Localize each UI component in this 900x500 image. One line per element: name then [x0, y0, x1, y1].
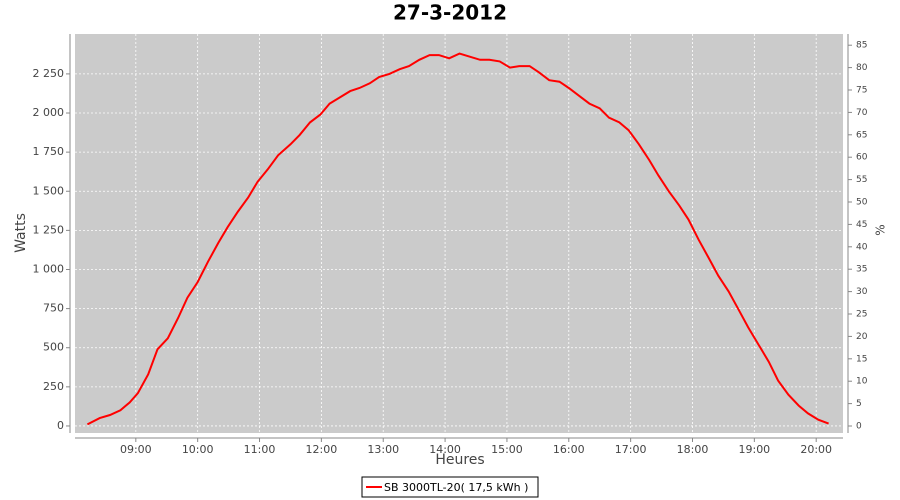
- y2-tick-label: 35: [856, 265, 867, 275]
- x-tick-label: 15:00: [491, 443, 523, 456]
- y-tick-label: 1 000: [33, 262, 65, 275]
- y-tick-label: 1 250: [33, 223, 65, 236]
- y2-tick-label: 65: [856, 130, 867, 140]
- x-tick-label: 19:00: [738, 443, 770, 456]
- x-tick-label: 12:00: [306, 443, 338, 456]
- x-tick-label: 16:00: [553, 443, 585, 456]
- x-tick-label: 14:00: [429, 443, 461, 456]
- y2-tick-label: 25: [856, 310, 867, 320]
- x-tick-label: 09:00: [120, 443, 152, 456]
- y2-tick-label: 40: [856, 242, 868, 252]
- y2-tick-label: 20: [856, 332, 868, 342]
- y2-tick-label: 75: [856, 86, 867, 96]
- y2-tick-label: 85: [856, 41, 867, 51]
- legend-label: SB 3000TL-20( 17,5 kWh ): [384, 481, 528, 494]
- plot-area: [75, 34, 843, 433]
- x-tick-label: 11:00: [244, 443, 276, 456]
- series-line: [86, 52, 829, 426]
- y2-tick-label: 70: [856, 108, 868, 118]
- x-tick-label: 17:00: [615, 443, 647, 456]
- y2-axis-label: %: [874, 224, 888, 235]
- x-tick-label: 10:00: [182, 443, 214, 456]
- y-tick-label: 2 000: [33, 106, 65, 119]
- y2-tick-label: 50: [856, 198, 868, 208]
- y2-tick-label: 0: [856, 422, 862, 432]
- y2-tick-label: 80: [856, 63, 868, 73]
- y2-tick-label: 5: [856, 399, 862, 409]
- y2-tick-label: 45: [856, 220, 867, 230]
- x-tick-label: 20:00: [800, 443, 832, 456]
- x-tick-label: 18:00: [677, 443, 709, 456]
- y2-tick-label: 10: [856, 377, 868, 387]
- y-tick-label: 750: [43, 302, 64, 315]
- y-tick-label: 250: [43, 380, 64, 393]
- chart-title: 27-3-2012: [393, 1, 507, 25]
- legend: [361, 476, 539, 498]
- y2-tick-label: 55: [856, 175, 867, 185]
- y-tick-label: 2 250: [33, 67, 65, 80]
- y-tick-label: 1 500: [33, 184, 65, 197]
- y-tick-label: 1 750: [33, 145, 65, 158]
- y-axis-label: Watts: [13, 213, 29, 253]
- y-tick-label: 0: [57, 419, 64, 432]
- y2-tick-label: 60: [856, 153, 868, 163]
- x-axis-label: Heures: [435, 452, 484, 468]
- y-tick-label: 500: [43, 341, 64, 354]
- y2-tick-label: 30: [856, 287, 868, 297]
- x-tick-label: 13:00: [367, 443, 399, 456]
- y2-tick-label: 15: [856, 354, 867, 364]
